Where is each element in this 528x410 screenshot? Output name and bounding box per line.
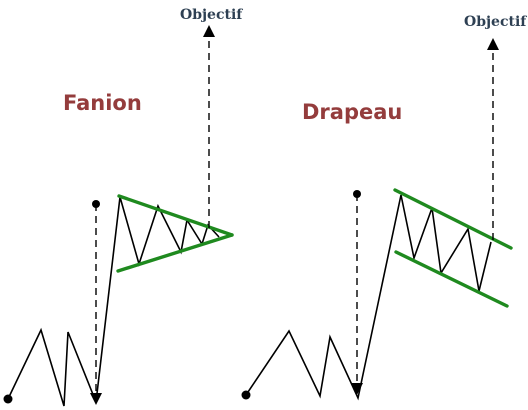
pennant-pole-top-dot-icon (92, 200, 100, 208)
pennant-lower-trendline (116, 233, 234, 273)
flag-pattern: Drapeau Objectif (241, 14, 527, 401)
arrow-up-icon (203, 25, 215, 37)
flag-lower-trendline (394, 250, 509, 308)
flag-pole-top-dot-icon (353, 190, 361, 198)
flag-title: Drapeau (302, 100, 402, 124)
pennant-upper-trendline (117, 194, 234, 237)
pennant-pattern: Fanion Objectif (3, 7, 243, 407)
flag-upper-trendline (393, 188, 513, 250)
pennant-title: Fanion (63, 91, 142, 115)
arrow-up-icon (487, 38, 499, 50)
arrow-down-icon (351, 383, 363, 395)
start-dot-icon (241, 390, 251, 400)
arrow-down-icon (90, 393, 102, 405)
pennant-target-label: Objectif (180, 7, 243, 23)
pennant-price-line (7, 196, 220, 407)
flag-target-label: Objectif (464, 14, 527, 30)
start-dot-icon (3, 394, 13, 404)
flag-price-line (245, 194, 492, 401)
